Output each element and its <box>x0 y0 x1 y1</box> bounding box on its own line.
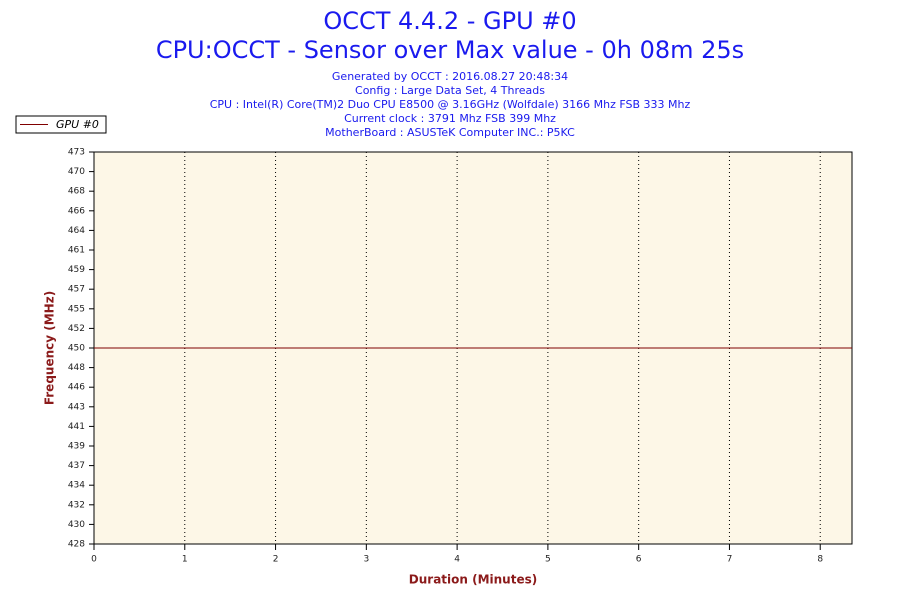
y-axis-label: Frequency (MHz) <box>43 291 57 405</box>
y-tick-label: 441 <box>68 422 85 432</box>
info-line: CPU : Intel(R) Core(TM)2 Duo CPU E8500 @… <box>210 98 691 111</box>
y-tick-label: 457 <box>68 285 85 295</box>
info-line: MotherBoard : ASUSTeK Computer INC.: P5K… <box>325 126 575 139</box>
x-tick-label: 7 <box>727 555 733 565</box>
y-tick-label: 443 <box>68 402 85 412</box>
x-axis-label: Duration (Minutes) <box>409 573 537 587</box>
y-tick-label: 437 <box>68 461 85 471</box>
y-tick-label: 432 <box>68 500 85 510</box>
y-tick-label: 459 <box>68 265 85 275</box>
y-tick-label: 464 <box>68 226 85 236</box>
x-tick-label: 4 <box>454 555 460 565</box>
legend-label: GPU #0 <box>56 118 99 131</box>
x-tick-label: 6 <box>636 555 642 565</box>
y-tick-label: 470 <box>68 167 85 177</box>
y-tick-label: 446 <box>68 383 85 393</box>
y-tick-label: 468 <box>68 187 85 197</box>
x-tick-label: 3 <box>363 555 369 565</box>
y-tick-label: 428 <box>68 540 85 550</box>
y-tick-label: 455 <box>68 304 85 314</box>
info-line: Current clock : 3791 Mhz FSB 399 Mhz <box>344 112 556 125</box>
y-tick-label: 473 <box>68 148 85 158</box>
x-tick-label: 1 <box>182 555 188 565</box>
y-tick-label: 461 <box>68 246 85 256</box>
info-line: Generated by OCCT : 2016.08.27 20:48:34 <box>332 70 568 83</box>
info-line: Config : Large Data Set, 4 Threads <box>355 84 545 97</box>
x-tick-label: 8 <box>817 555 823 565</box>
y-tick-label: 434 <box>68 481 85 491</box>
x-tick-label: 5 <box>545 555 551 565</box>
x-tick-label: 0 <box>91 555 97 565</box>
chart-subtitle: CPU:OCCT - Sensor over Max value - 0h 08… <box>156 36 744 64</box>
y-tick-label: 430 <box>68 520 85 530</box>
y-tick-label: 450 <box>68 344 85 354</box>
x-tick-label: 2 <box>273 555 279 565</box>
y-tick-label: 466 <box>68 206 85 216</box>
y-tick-label: 452 <box>68 324 85 334</box>
legend <box>15 115 107 134</box>
chart-title: OCCT 4.4.2 - GPU #0 <box>323 7 576 35</box>
y-tick-label: 448 <box>68 363 85 373</box>
y-tick-label: 439 <box>68 442 85 452</box>
